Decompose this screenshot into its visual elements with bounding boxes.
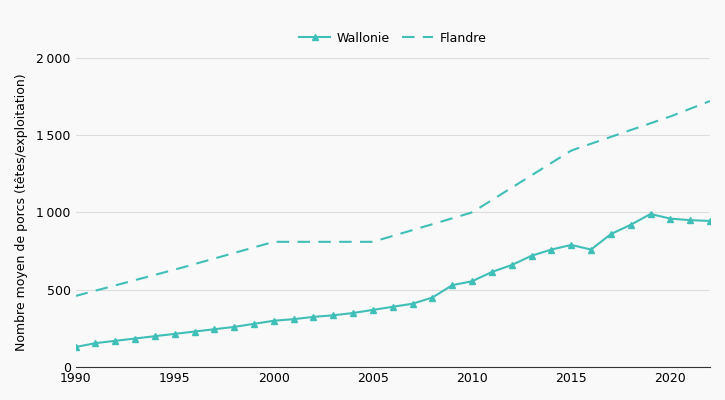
Wallonie	[448, 283, 457, 288]
Wallonie	[71, 345, 80, 350]
Flandre	[109, 284, 118, 288]
Wallonie	[368, 308, 377, 312]
Wallonie	[587, 247, 595, 252]
Wallonie	[270, 318, 278, 323]
Wallonie	[91, 341, 100, 346]
Wallonie	[210, 327, 219, 332]
Wallonie	[309, 314, 318, 319]
Wallonie	[111, 338, 120, 343]
Flandre	[705, 99, 714, 104]
Flandre	[96, 287, 105, 292]
Wallonie	[230, 324, 239, 329]
Wallonie	[626, 222, 635, 227]
Line: Flandre: Flandre	[75, 101, 710, 296]
Wallonie	[527, 253, 536, 258]
Wallonie	[547, 247, 556, 252]
Wallonie	[705, 218, 714, 223]
Flandre	[240, 248, 249, 252]
Wallonie	[686, 218, 695, 222]
Legend: Wallonie, Flandre: Wallonie, Flandre	[294, 27, 492, 50]
Wallonie	[151, 334, 160, 338]
Flandre	[71, 294, 80, 298]
Wallonie	[389, 304, 397, 309]
Wallonie	[646, 212, 655, 216]
Wallonie	[289, 317, 298, 322]
Wallonie	[468, 279, 476, 284]
Wallonie	[507, 263, 516, 268]
Wallonie	[329, 313, 338, 318]
Wallonie	[249, 322, 258, 326]
Flandre	[652, 119, 660, 124]
Wallonie	[607, 232, 616, 236]
Wallonie	[190, 329, 199, 334]
Wallonie	[567, 242, 576, 247]
Flandre	[189, 262, 198, 267]
Wallonie	[130, 336, 139, 341]
Wallonie	[408, 301, 417, 306]
Y-axis label: Nombre moyen de porcs (têtes/exploitation): Nombre moyen de porcs (têtes/exploitatio…	[15, 74, 28, 351]
Wallonie	[349, 310, 357, 315]
Wallonie	[488, 270, 497, 274]
Wallonie	[428, 295, 436, 300]
Flandre	[674, 111, 682, 116]
Wallonie	[170, 332, 179, 336]
Line: Wallonie: Wallonie	[72, 210, 713, 350]
Wallonie	[666, 216, 675, 221]
